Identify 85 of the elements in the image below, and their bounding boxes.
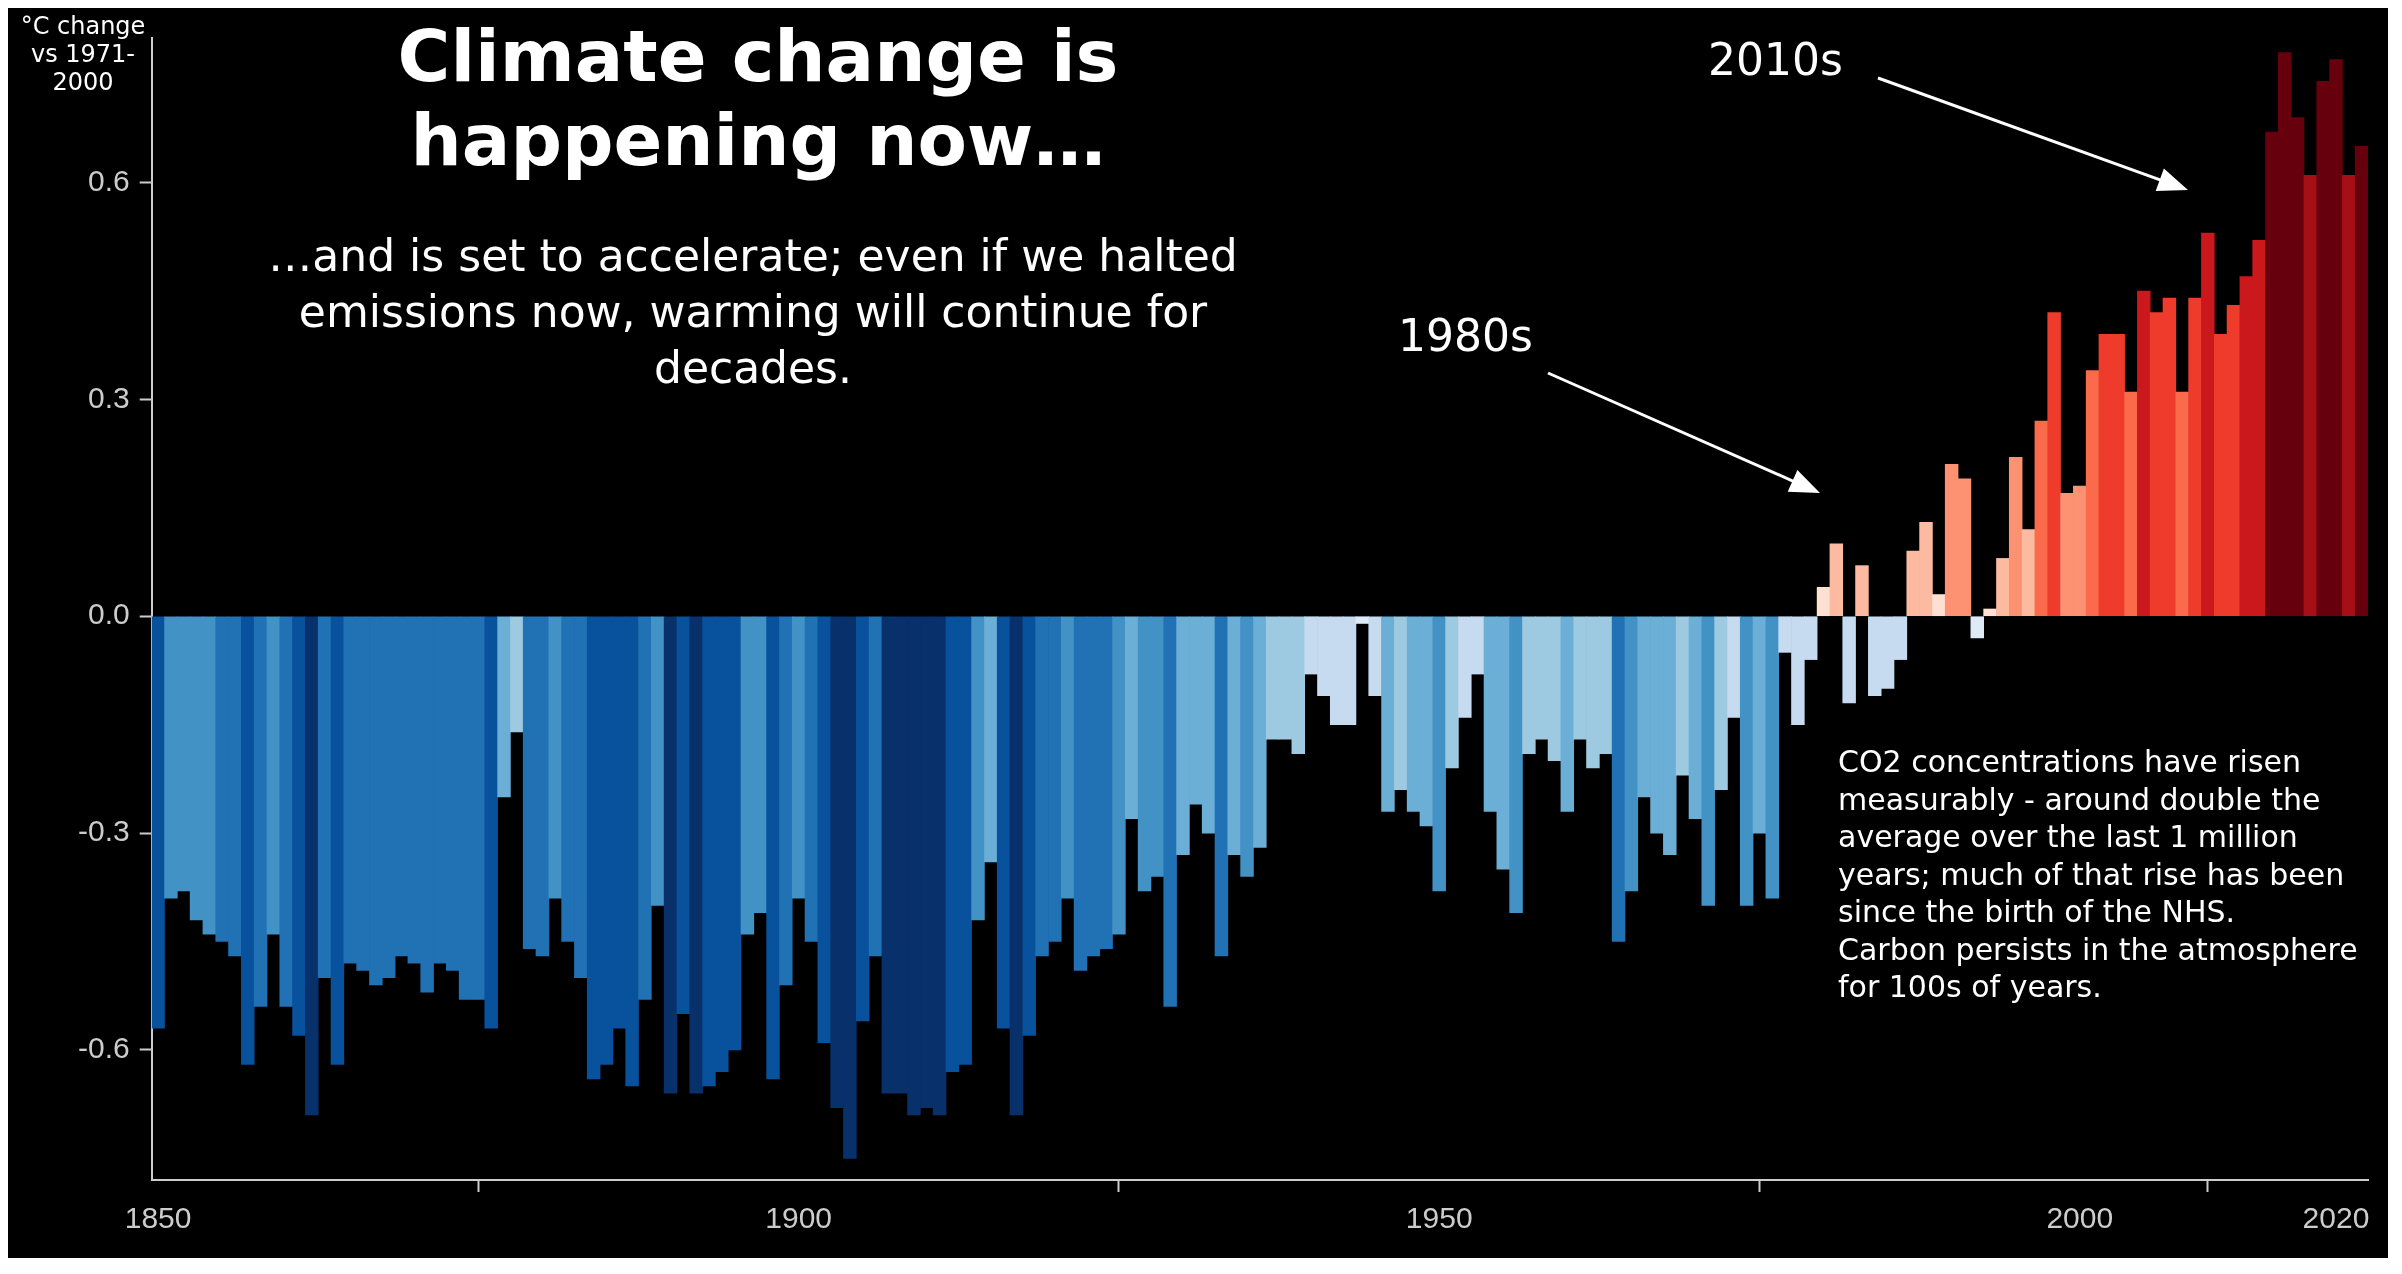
bar [791,616,806,899]
y-tick-label: -0.6 [77,1031,130,1065]
bar [868,616,883,957]
bar [1752,616,1767,834]
bar [1765,616,1780,899]
bar [1432,616,1446,892]
bar [1214,616,1229,957]
bar [317,616,332,978]
bar [2047,312,2061,617]
bar [1060,616,1075,899]
chart-title: Climate change is happening now… [396,14,1120,182]
bar [1842,616,1856,704]
bar [855,616,870,1022]
bar [650,616,665,906]
y-axis-title: °C change vs 1971-2000 [19,12,147,96]
bar [663,616,678,1094]
bar [1560,616,1575,812]
bar [1112,616,1126,935]
bar [1714,616,1728,791]
bar [1932,594,1946,617]
y-tick-label: 0.0 [87,597,130,631]
bar [1675,616,1690,776]
bar [2354,146,2368,617]
bar [2124,391,2138,617]
bar [2188,297,2202,617]
bar [766,616,780,1080]
bar [638,616,652,1000]
bar [1983,608,1997,617]
bar [1509,616,1523,913]
bar [1394,616,1408,791]
bar [484,616,498,1029]
bar [253,616,268,1007]
bar [779,616,793,986]
bar [1125,616,1139,819]
bar [1009,616,1024,1116]
bar [2201,232,2215,617]
bar [1227,616,1241,856]
bar [2085,370,2100,617]
text: …and is set to accelerate; even if we halted emissions now, warming will continue for decades. [267,229,1239,395]
x-tick-label: 1950 [1405,1201,1473,1235]
annotation: 1980s [1398,309,1534,363]
x-tick-label: 2000 [2046,1201,2114,1235]
bar [510,616,524,733]
y-tick-label: 0.6 [87,163,130,197]
y-tick-label: -0.3 [77,814,130,848]
bar [1816,586,1831,617]
bar [1970,616,1984,639]
bar [1996,558,2010,617]
bar [2137,290,2151,617]
bar [2342,175,2356,617]
bar [1739,616,1754,906]
y-tick-label: 0.3 [87,380,130,414]
bar [497,616,511,798]
bar [151,616,165,1029]
bar [1163,616,1177,1007]
bar [996,616,1011,1029]
annotation: CO2 concentrations have risen measurably - around double the average over the last 1 million years; much of that rise has been since the birth of the NHS. Carbon persists in the atmosphere for 100s of years. [1838,743,2359,1006]
bar [1611,616,1626,942]
bar [1855,565,1869,617]
bar [2021,529,2036,617]
bar [279,616,293,1007]
bar [241,616,255,1065]
bar [1381,616,1395,812]
bar [292,616,306,1036]
bar [804,616,819,942]
bar [1829,543,1844,617]
bar [1701,616,1715,906]
bar [1253,616,1267,848]
bar [1240,616,1254,877]
bar [305,616,319,1116]
bar [1727,616,1741,718]
x-tick-label: 2020 [2302,1201,2370,1235]
x-tick-label: 1900 [765,1201,833,1235]
bar [1355,616,1370,624]
bar [330,616,345,1065]
bar [689,616,703,1094]
bar [1022,616,1036,1036]
bar [984,616,998,863]
bar [2008,456,2023,617]
bar [1368,616,1382,697]
x-tick-label: 1850 [124,1201,192,1235]
bar [1445,616,1459,769]
bar [971,616,985,921]
annotation: 2010s [1708,33,1844,87]
bar [1624,616,1639,892]
